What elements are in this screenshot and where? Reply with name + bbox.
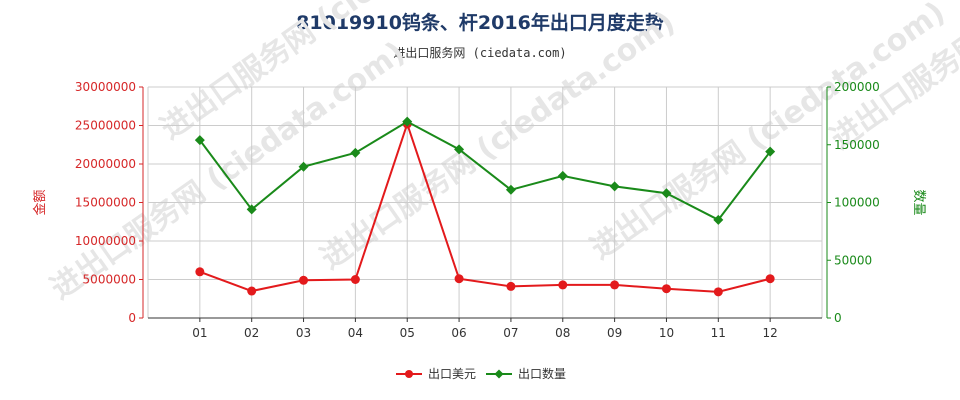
data-point-usd — [765, 274, 775, 284]
y-right-tick-label: 100000 — [834, 196, 880, 210]
data-point-quantity — [298, 161, 309, 172]
y-right-tick-label: 0 — [834, 311, 842, 325]
legend-label: 出口数量 — [518, 366, 566, 381]
x-tick-label: 08 — [555, 326, 570, 340]
x-tick-label: 09 — [607, 326, 622, 340]
legend-marker-usd — [405, 370, 413, 378]
data-point-usd — [713, 287, 723, 297]
data-point-usd — [299, 275, 309, 285]
data-point-usd — [247, 286, 257, 296]
x-tick-label: 05 — [400, 326, 415, 340]
data-point-quantity — [402, 116, 413, 127]
y-left-tick-label: 10000000 — [75, 234, 136, 248]
data-point-usd — [661, 284, 671, 294]
data-point-quantity — [350, 147, 361, 158]
data-point-usd — [454, 274, 464, 284]
x-tick-label: 06 — [451, 326, 466, 340]
legend-label: 出口美元 — [428, 367, 476, 381]
data-point-quantity — [765, 146, 776, 157]
data-point-usd — [506, 281, 516, 291]
watermark-layer: 进出口服务网 (ciedata.com)进出口服务网 (ciedata.com)… — [45, 0, 960, 307]
grid — [147, 86, 823, 319]
x-tick-label: 02 — [244, 326, 259, 340]
series-line-usd — [199, 120, 771, 293]
data-point-usd — [195, 267, 205, 277]
legend: 出口美元 出口数量 — [396, 366, 566, 381]
y-right-tick-label: 200000 — [834, 80, 880, 94]
data-point-usd — [610, 280, 620, 290]
x-tick-label: 03 — [296, 326, 311, 340]
y-left-tick-label: 15000000 — [75, 196, 136, 210]
y-left-tick-label: 5000000 — [83, 273, 136, 287]
data-point-quantity — [505, 184, 516, 195]
y-left-tick-label: 25000000 — [75, 119, 136, 133]
data-point-quantity — [454, 144, 465, 155]
series-layer — [194, 116, 776, 297]
y-right-tick-label: 50000 — [834, 253, 872, 267]
data-point-quantity — [246, 204, 257, 215]
y-axis-right-title: 数量 — [911, 189, 926, 215]
x-tick-label: 04 — [348, 326, 363, 340]
x-tick-label: 12 — [763, 326, 778, 340]
y-right-tick-label: 150000 — [834, 138, 880, 152]
data-point-quantity — [557, 170, 568, 181]
y-left-tick-label: 20000000 — [75, 157, 136, 171]
tick-labels: 0 5000000 10000000 15000000 20000000 25000000… — [32, 80, 926, 340]
series-line-quantity — [199, 120, 771, 222]
data-point-quantity — [609, 181, 620, 192]
x-tick-label: 01 — [192, 326, 207, 340]
data-point-usd — [350, 275, 360, 284]
y-left-tick-label: 0 — [128, 311, 136, 325]
chart-title: 81019910钨条、杆2016年出口月度走势 — [296, 12, 664, 34]
legend-marker-quantity — [494, 369, 504, 379]
x-tick-label: 07 — [503, 326, 518, 340]
data-point-quantity — [661, 188, 672, 199]
y-left-tick-label: 30000000 — [75, 80, 136, 94]
chart-subtitle: 进出口服务网 (ciedata.com) — [393, 46, 567, 60]
data-point-quantity — [194, 135, 205, 146]
data-point-quantity — [713, 214, 724, 225]
x-tick-label: 10 — [659, 326, 674, 340]
x-tick-label: 11 — [711, 326, 726, 340]
data-point-usd — [558, 280, 568, 290]
y-axis-left-title: 金额 — [32, 189, 48, 215]
